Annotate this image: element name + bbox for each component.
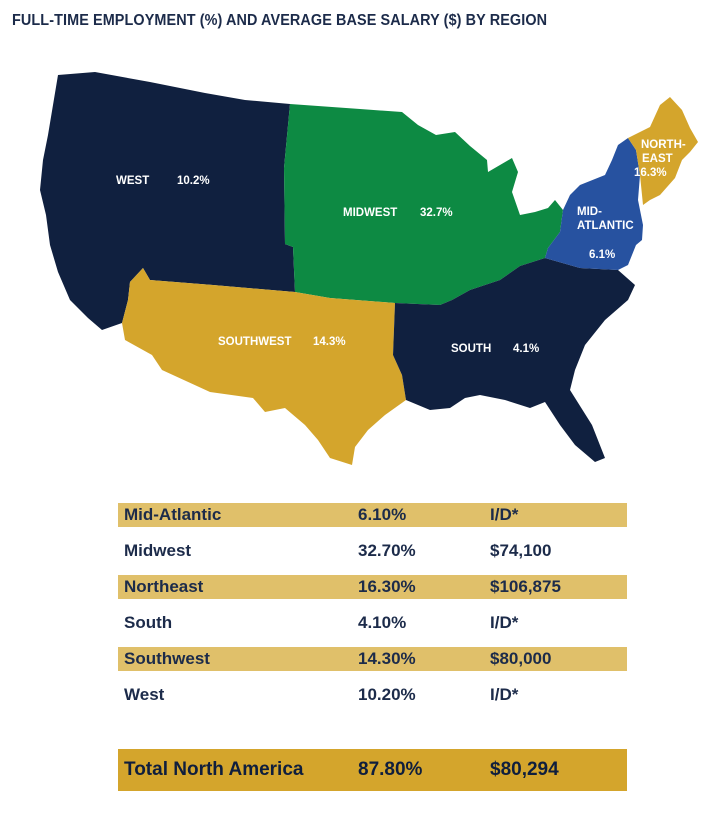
table-row: Southwest 14.30% $80,000 [118, 647, 627, 671]
map-label-northeast-line2: EAST [642, 153, 673, 165]
table-row: West 10.20% I/D* [118, 683, 627, 707]
map-value-west: 10.2% [177, 175, 210, 187]
total-employment: 87.80% [358, 759, 423, 780]
salary-cell: I/D* [490, 505, 519, 524]
salary-table: Mid-Atlantic 6.10% I/D* Midwest 32.70% $… [118, 503, 627, 719]
employment-cell: 16.30% [358, 577, 416, 596]
map-label-southwest: SOUTHWEST [218, 336, 291, 348]
map-label-northeast-line1: NORTH- [641, 139, 686, 151]
employment-cell: 14.30% [358, 649, 416, 668]
region-cell: Midwest [124, 541, 192, 560]
salary-cell: $74,100 [490, 541, 552, 560]
region-southwest [122, 268, 406, 465]
map-value-northeast: 16.3% [634, 167, 667, 179]
salary-cell: I/D* [490, 685, 519, 704]
employment-cell: 6.10% [358, 505, 407, 524]
map-label-mid-atlantic-line2: ATLANTIC [577, 220, 634, 232]
map-label-mid-atlantic-line1: MID- [577, 206, 602, 218]
employment-cell: 32.70% [358, 541, 416, 560]
map-value-midwest: 32.7% [420, 207, 453, 219]
salary-cell: $106,875 [490, 577, 561, 596]
region-cell: Northeast [124, 577, 204, 596]
employment-cell: 10.20% [358, 685, 416, 704]
region-mid-atlantic [545, 138, 643, 270]
region-west [40, 72, 295, 330]
employment-cell: 4.10% [358, 613, 407, 632]
map-value-mid-atlantic: 6.1% [589, 249, 615, 261]
total-salary: $80,294 [490, 759, 559, 780]
map-label-south: SOUTH [451, 343, 491, 355]
map-label-west: WEST [116, 175, 149, 187]
region-cell: West [124, 685, 165, 704]
region-midwest [284, 104, 563, 305]
table-row: Mid-Atlantic 6.10% I/D* [118, 503, 627, 527]
total-row: Total North America 87.80% $80,294 [118, 749, 627, 791]
salary-cell: I/D* [490, 613, 519, 632]
map-value-southwest: 14.3% [313, 336, 346, 348]
us-region-map: WEST 10.2% MIDWEST 32.7% SOUTHWEST 14.3%… [40, 72, 698, 465]
region-cell: Southwest [124, 649, 210, 668]
salary-cell: $80,000 [490, 649, 552, 668]
page-title: FULL-TIME EMPLOYMENT (%) AND AVERAGE BAS… [12, 12, 548, 29]
map-label-midwest: MIDWEST [343, 207, 397, 219]
region-cell: South [124, 613, 173, 632]
region-south [393, 258, 635, 462]
table-row: South 4.10% I/D* [118, 611, 627, 635]
table-row: Midwest 32.70% $74,100 [118, 539, 627, 563]
table-row: Northeast 16.30% $106,875 [118, 575, 627, 599]
region-cell: Mid-Atlantic [124, 505, 222, 524]
map-value-south: 4.1% [513, 343, 539, 355]
region-northeast [628, 97, 698, 205]
total-label: Total North America [124, 759, 304, 780]
